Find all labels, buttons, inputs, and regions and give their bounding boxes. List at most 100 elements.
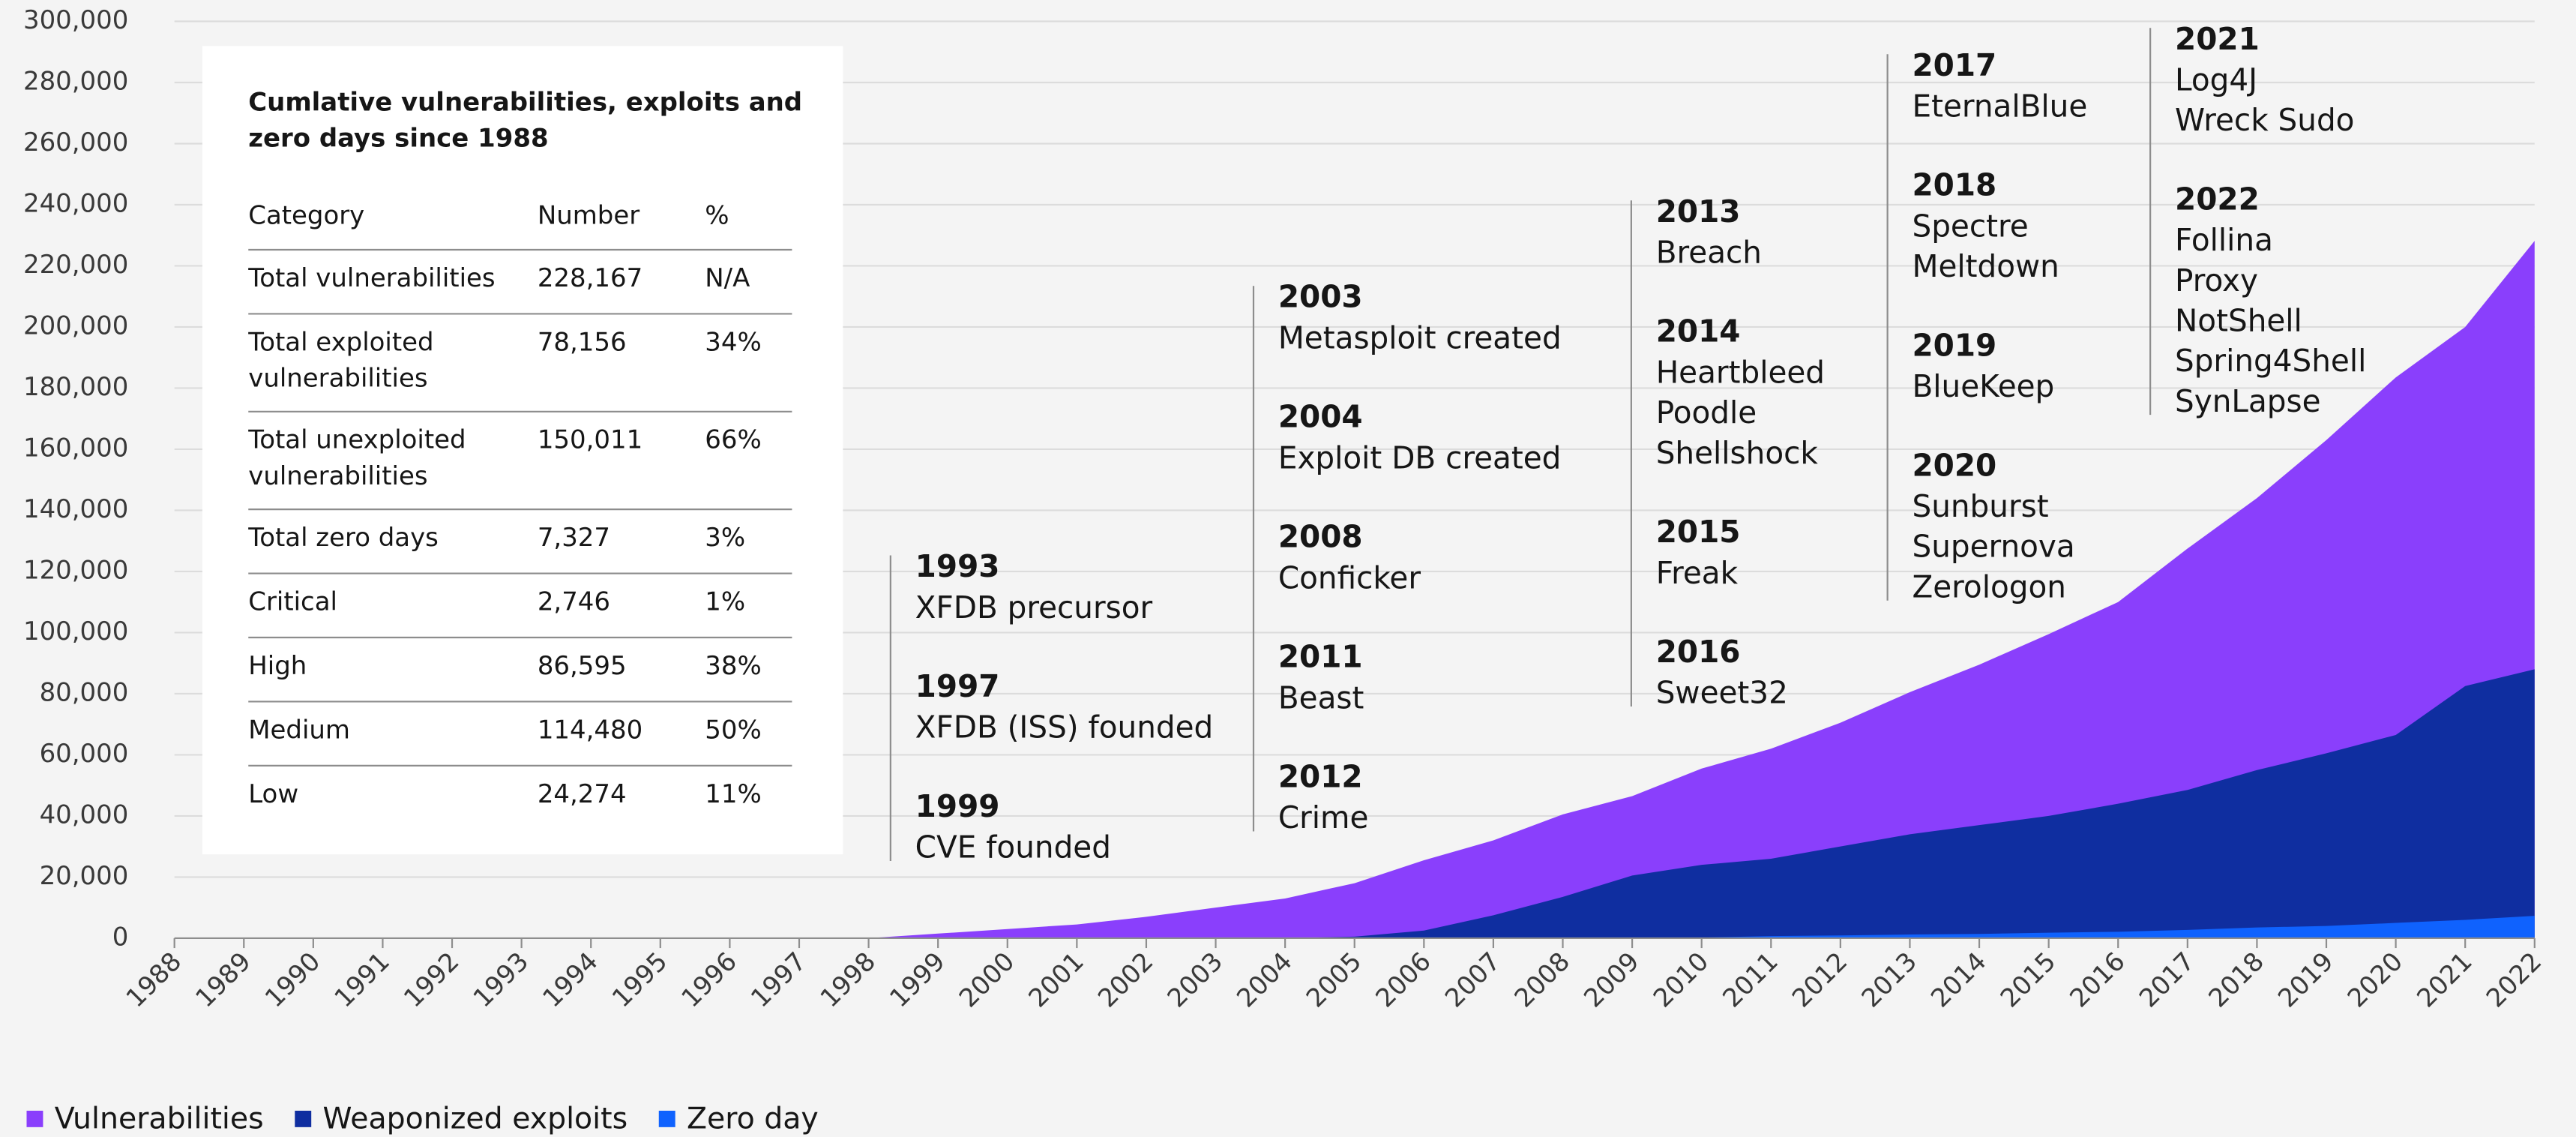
legend-label: Weaponized exploits <box>323 1102 628 1136</box>
y-tick-label: 20,000 <box>40 861 129 891</box>
table-cell: 150,011 <box>538 425 643 455</box>
table-cell: Critical <box>248 587 337 617</box>
annotation-event: Freak <box>1656 555 1739 591</box>
table-title: Cumlative vulnerabilities, exploits and <box>248 88 802 118</box>
annotation-year: 2021 <box>2175 21 2260 57</box>
annotation-year: 2017 <box>1912 47 1996 83</box>
table-cell: Total exploited <box>247 327 433 357</box>
table-title: zero days since 1988 <box>248 124 548 154</box>
table-cell: High <box>248 651 307 681</box>
annotation-event: Poodle <box>1656 394 1757 430</box>
y-tick-label: 0 <box>112 922 129 952</box>
table-cell: 86,595 <box>538 651 627 681</box>
annotation-event: Exploit DB created <box>1278 440 1562 476</box>
table-cell: 38% <box>705 651 761 681</box>
y-tick-label: 220,000 <box>23 250 128 280</box>
annotation-event: Conficker <box>1278 560 1421 596</box>
annotation-year: 2011 <box>1278 638 1363 674</box>
table-cell: Total unexploited <box>247 425 466 455</box>
y-tick-label: 80,000 <box>40 677 129 707</box>
table-cell: 114,480 <box>538 715 643 745</box>
annotation-year: 2012 <box>1278 758 1363 794</box>
table-cell: 1% <box>705 587 745 617</box>
annotation-event: BlueKeep <box>1912 368 2054 404</box>
annotation-event: NotShell <box>2175 302 2302 338</box>
annotation-event: Log4J <box>2175 62 2257 98</box>
annotation-event: Spring4Shell <box>2175 343 2366 379</box>
annotation-event: EternalBlue <box>1912 88 2087 124</box>
annotation-event: Supernova <box>1912 529 2074 565</box>
table-cell: 66% <box>705 425 761 455</box>
annotation-year: 1999 <box>915 788 1000 824</box>
area <box>174 669 2535 938</box>
table-cell: 2,746 <box>538 587 610 617</box>
y-tick-label: 300,000 <box>23 5 128 35</box>
table-cell: 34% <box>705 327 761 357</box>
annotation-event: Wreck Sudo <box>2175 102 2354 138</box>
annotation-year: 2004 <box>1278 399 1363 435</box>
annotation-year: 1997 <box>915 668 1000 704</box>
table-cell: 3% <box>705 523 745 553</box>
annotation-year: 1993 <box>915 548 1000 584</box>
annotation-event: Metasploit created <box>1278 320 1562 356</box>
annotation-year: 2003 <box>1278 279 1363 315</box>
annotation-event: Follina <box>2175 222 2273 258</box>
table-cell: vulnerabilities <box>248 364 427 394</box>
table-cell: N/A <box>705 263 750 293</box>
annotation-event: Meltdown <box>1912 248 2059 284</box>
annotation-year: 2019 <box>1912 327 1996 363</box>
table-cell: vulnerabilities <box>248 461 427 491</box>
table-cell: Total zero days <box>247 523 439 553</box>
y-tick-label: 40,000 <box>40 800 129 830</box>
table-header: Number <box>538 201 640 231</box>
y-tick-label: 240,000 <box>23 188 128 218</box>
legend-label: Vulnerabilities <box>55 1102 264 1136</box>
table-cell: 11% <box>705 779 761 809</box>
y-tick-label: 180,000 <box>23 372 128 402</box>
legend-swatch <box>26 1110 43 1127</box>
annotation-event: CVE founded <box>915 830 1111 866</box>
table-cell: 78,156 <box>538 327 627 357</box>
table-header: % <box>705 201 729 231</box>
y-tick-label: 60,000 <box>40 739 129 769</box>
y-tick-label: 120,000 <box>23 555 128 585</box>
annotation-event: Zerologon <box>1912 568 2065 604</box>
table-cell: Low <box>248 779 298 809</box>
y-tick-label: 260,000 <box>23 128 128 158</box>
annotation-event: XFDB precursor <box>915 590 1153 626</box>
y-tick-label: 160,000 <box>23 433 128 463</box>
table-header: Category <box>248 201 364 231</box>
annotation-year: 2014 <box>1656 314 1741 350</box>
table-cell: 50% <box>705 715 761 745</box>
area <box>174 241 2535 938</box>
table-cell: 24,274 <box>538 779 627 809</box>
annotation-event: Breach <box>1656 235 1762 271</box>
legend-swatch <box>295 1110 312 1127</box>
annotation-year: 2013 <box>1656 194 1741 230</box>
legend-swatch <box>658 1110 675 1127</box>
annotation-event: Shellshock <box>1656 435 1819 471</box>
annotation-event: Heartbleed <box>1656 354 1825 390</box>
y-tick-label: 280,000 <box>23 66 128 96</box>
annotation-year: 2015 <box>1656 514 1741 550</box>
annotation-event: Crime <box>1278 800 1369 836</box>
area <box>174 916 2535 938</box>
table-cell: 7,327 <box>538 523 610 553</box>
table-cell: Medium <box>248 715 350 745</box>
annotation-year: 2016 <box>1656 634 1741 670</box>
annotation-event: Proxy <box>2175 262 2258 298</box>
annotation-year: 2022 <box>2175 181 2260 217</box>
y-tick-label: 140,000 <box>23 494 128 524</box>
annotation-event: Spectre <box>1912 208 2028 244</box>
y-tick-label: 100,000 <box>23 616 128 646</box>
table-cell: Total vulnerabilities <box>247 263 495 293</box>
table-box <box>202 46 843 855</box>
y-tick-label: 200,000 <box>23 310 128 340</box>
annotation-event: SynLapse <box>2175 383 2321 419</box>
table-cell: 228,167 <box>538 263 643 293</box>
annotation-year: 2018 <box>1912 167 1996 203</box>
annotation-event: Sweet32 <box>1656 675 1788 711</box>
annotation-event: Sunburst <box>1912 488 2048 524</box>
annotation-event: Beast <box>1278 680 1364 716</box>
